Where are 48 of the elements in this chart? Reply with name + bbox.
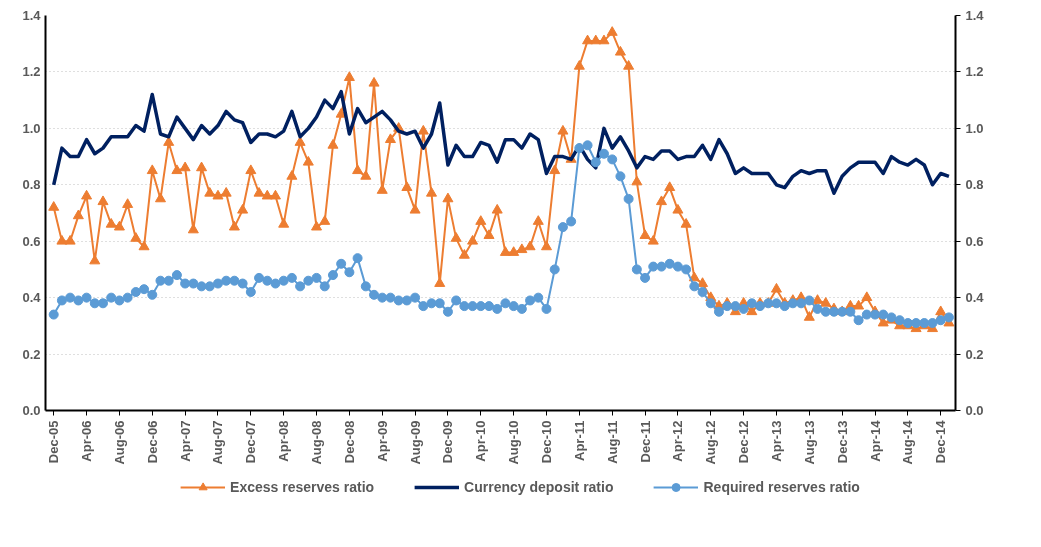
legend-label: Excess reserves ratio: [230, 479, 375, 495]
y-tick-label: 1.2: [22, 64, 41, 80]
legend-label: Required reserves ratio: [703, 479, 860, 495]
x-tick-label: Apr-09: [374, 420, 390, 462]
x-tick-label: Dec-07: [243, 420, 259, 464]
x-tick-label: Aug-09: [407, 420, 423, 465]
y2-tick-label: 0.2: [965, 346, 984, 362]
y-tick-label: 0.4: [22, 290, 42, 306]
x-tick-label: Apr-06: [79, 420, 95, 462]
line-series: [51, 89, 951, 195]
y2-tick-label: 0.8: [965, 177, 984, 193]
x-tick-label: Apr-10: [473, 420, 489, 462]
x-tick-label: Apr-12: [670, 420, 686, 462]
x-tick-label: Aug-08: [309, 420, 325, 465]
y-tick-label: 1.4: [22, 8, 42, 23]
x-tick-label: Dec-12: [736, 420, 752, 464]
y-tick-label: 1.0: [22, 120, 41, 136]
x-tick-label: Dec-13: [834, 420, 850, 464]
y2-tick-label: 1.2: [965, 64, 984, 80]
x-tick-label: Dec-11: [637, 420, 653, 463]
x-tick-label: Aug-07: [210, 420, 226, 465]
x-tick-label: Aug-10: [506, 420, 522, 465]
x-tick-label: Aug-13: [801, 420, 817, 465]
x-tick-label: Dec-05: [46, 420, 62, 464]
y-tick-label: 0.6: [22, 233, 41, 249]
y2-tick-label: 1.0: [965, 120, 984, 136]
x-tick-label: Dec-10: [538, 420, 554, 464]
x-tick-label: Aug-14: [900, 419, 916, 465]
y-tick-label: 0.2: [22, 346, 41, 362]
y2-tick-label: 1.4: [965, 8, 985, 23]
legend-label: Currency deposit ratio: [464, 479, 614, 495]
x-tick-label: Aug-06: [111, 420, 127, 465]
x-tick-label: Aug-11: [604, 420, 620, 464]
x-tick-label: Aug-12: [703, 420, 719, 465]
x-tick-label: Dec-09: [440, 420, 456, 464]
y-tick-label: 0.0: [22, 403, 41, 418]
x-tick-label: Apr-14: [867, 419, 883, 462]
x-tick-label: Apr-07: [177, 420, 193, 462]
x-tick-label: Apr-13: [768, 420, 784, 462]
x-tick-label: Dec-08: [341, 420, 357, 464]
y2-tick-label: 0.4: [965, 290, 985, 306]
y-tick-label: 0.8: [22, 177, 41, 193]
x-tick-label: Apr-08: [276, 420, 292, 462]
y2-tick-label: 0.0: [965, 403, 984, 418]
y2-tick-label: 0.6: [965, 233, 984, 249]
x-tick-label: Apr-11: [571, 420, 587, 461]
x-tick-label: Dec-06: [144, 420, 160, 464]
x-tick-label: Dec-14: [933, 419, 949, 464]
